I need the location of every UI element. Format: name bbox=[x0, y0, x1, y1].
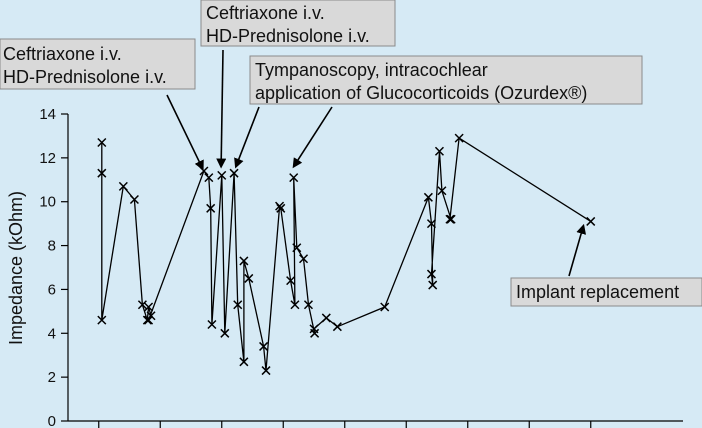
y-tick-label: 0 bbox=[48, 413, 56, 428]
annotation-line: Ceftriaxone i.v. bbox=[3, 44, 122, 64]
annotations: Ceftriaxone i.v. HD-Prednisolone i.v. Ce… bbox=[0, 0, 702, 306]
y-tick-label: 12 bbox=[39, 150, 56, 167]
series-line bbox=[102, 138, 591, 371]
annotation-line: Tympanoscopy, intracochlear bbox=[255, 60, 488, 80]
y-axis-title: Impedance (kOhm) bbox=[6, 191, 26, 345]
data-point-marker bbox=[322, 314, 330, 322]
data-point-marker bbox=[381, 303, 389, 311]
annotation-arrow bbox=[167, 95, 203, 169]
y-tick-label: 8 bbox=[48, 238, 56, 255]
data-point-marker bbox=[447, 215, 455, 223]
data-point-marker bbox=[587, 217, 595, 225]
annotation-implant-replacement: Implant replacement bbox=[511, 226, 702, 306]
axes: 0 2 4 6 8 10 12 14 Impedance (kOhm) bbox=[6, 106, 683, 428]
series-impedance bbox=[98, 134, 595, 374]
y-ticks: 0 2 4 6 8 10 12 14 bbox=[39, 106, 68, 428]
annotation-arrow bbox=[569, 226, 583, 276]
annotation-arrow bbox=[236, 107, 259, 167]
annotation-line: Ceftriaxone i.v. bbox=[206, 3, 325, 23]
y-tick-label: 4 bbox=[48, 325, 56, 342]
y-tick-label: 2 bbox=[48, 369, 56, 386]
annotation-line: Implant replacement bbox=[516, 282, 679, 302]
y-tick-label: 14 bbox=[39, 106, 56, 123]
data-point-marker bbox=[200, 167, 208, 175]
annotation-line: application of Glucocorticoids (Ozurdex®… bbox=[255, 83, 587, 103]
y-tick-label: 6 bbox=[48, 281, 56, 298]
annotation-line: HD-Prednisolone i.v. bbox=[206, 26, 370, 46]
x-ticks bbox=[99, 421, 591, 428]
annotation-arrow bbox=[294, 107, 332, 167]
y-tick-label: 10 bbox=[39, 194, 56, 211]
annotation-arrow bbox=[221, 50, 223, 167]
annotation-line: HD-Prednisolone i.v. bbox=[3, 67, 167, 87]
data-point-marker bbox=[333, 323, 341, 331]
